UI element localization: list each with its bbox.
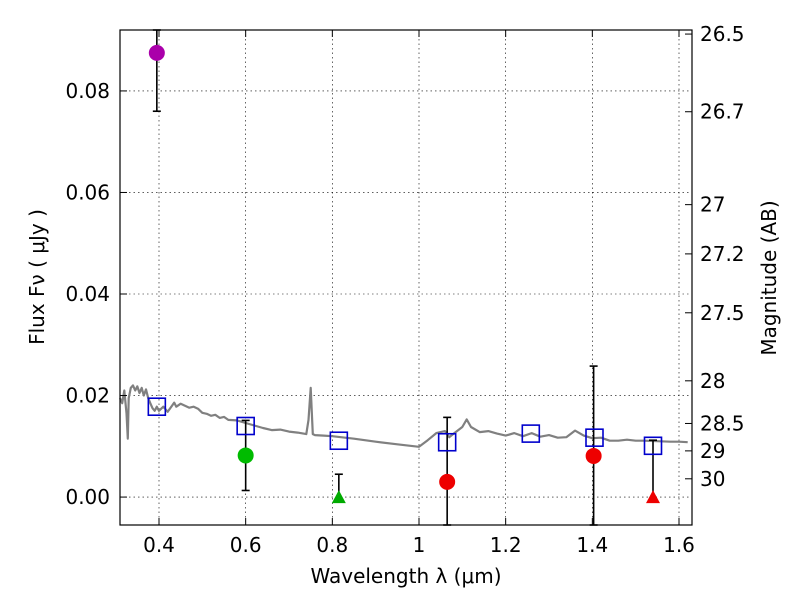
marker-layer <box>147 44 663 504</box>
x-tick-label: 0.8 <box>316 533 348 557</box>
y-tick-label: 0.06 <box>65 180 110 204</box>
model-photometry-square <box>147 397 167 417</box>
x-tick-label: 0.6 <box>230 533 262 557</box>
spectrum-layer <box>118 384 688 448</box>
x-tick-label: 0.4 <box>143 533 175 557</box>
magnitude-tick-label: 27.5 <box>700 301 745 325</box>
model-photometry-square <box>585 428 604 447</box>
model-photometry-square <box>437 432 457 452</box>
observed-flux-point <box>148 44 165 61</box>
y-tick-label: 0.00 <box>65 485 110 509</box>
grid-layer <box>120 30 692 525</box>
magnitude-tick-label: 28.5 <box>700 411 745 435</box>
magnitude-tick-label: 29 <box>700 439 725 463</box>
tick-layer: 0.4 0.6 0.8 1 1.2 1.4 1.6 0.00 0.02 0.04 0.06 0.08 2… <box>65 22 744 557</box>
magnitude-tick-label: 26.5 <box>700 22 745 46</box>
magnitude-tick-label: 30 <box>700 467 725 491</box>
model-photometry-square <box>643 436 663 456</box>
x-tick-label: 1.2 <box>490 533 522 557</box>
upper-limit-triangle <box>646 490 660 504</box>
x-tick-label: 1.4 <box>576 533 608 557</box>
magnitude-tick-label: 27 <box>700 193 725 217</box>
y-axis-label: Flux Fν ( μJy ) <box>25 209 49 345</box>
model-photometry-square <box>521 424 541 443</box>
y-tick-label: 0.08 <box>65 79 110 103</box>
magnitude-tick-label: 26.7 <box>700 100 745 124</box>
observed-flux-point <box>585 447 602 464</box>
x-tick-label: 1.6 <box>663 533 695 557</box>
plot-frame <box>119 29 693 526</box>
errorbar-layer <box>152 29 657 526</box>
magnitude-tick-label: 28 <box>700 369 725 393</box>
right-axis-label: Magnitude (AB) <box>757 200 781 355</box>
upper-limit-triangle <box>331 490 346 504</box>
y-tick-label: 0.04 <box>65 282 110 306</box>
model-spectrum-line <box>118 384 688 448</box>
x-tick-label: 1 <box>413 533 426 557</box>
observed-flux-point <box>439 473 456 490</box>
y-tick-label: 0.02 <box>65 384 110 408</box>
x-axis-label: Wavelength λ (μm) <box>310 564 501 588</box>
observed-flux-point <box>237 447 254 464</box>
magnitude-tick-label: 27.2 <box>700 242 745 266</box>
model-photometry-square <box>236 416 255 436</box>
model-photometry-square <box>329 431 349 451</box>
